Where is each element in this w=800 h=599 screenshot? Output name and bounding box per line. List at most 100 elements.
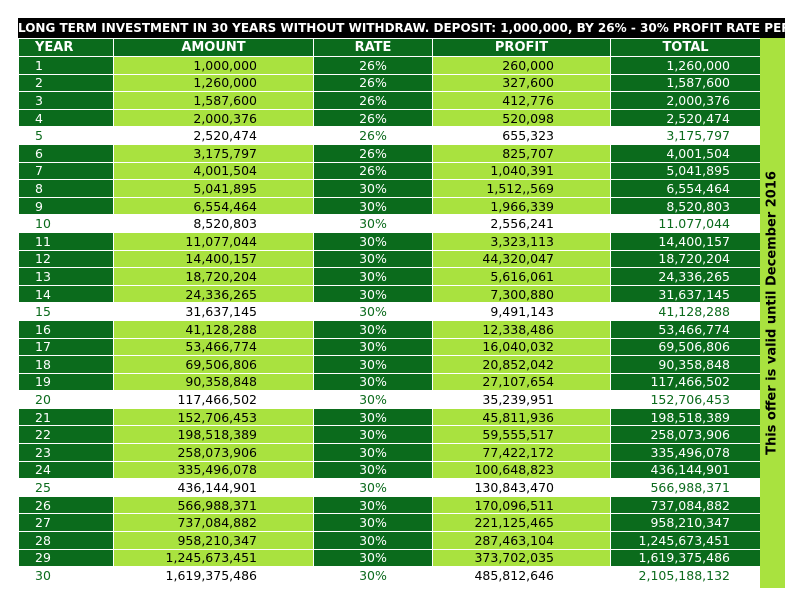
table-cell: 30% <box>313 407 433 427</box>
table-cell: 17 <box>18 337 114 357</box>
table-cell: 18 <box>18 355 114 374</box>
table-cell: 41,128,288 <box>610 302 761 321</box>
table-cell: 2 <box>18 73 114 93</box>
table-cell: 11,077,044 <box>113 231 314 251</box>
table-cell: 30% <box>313 231 433 251</box>
table-cell: 31,637,145 <box>113 302 314 321</box>
investment-table: YEAR AMOUNT RATE PROFIT TOTAL 1 1,000,000 26% 2… <box>18 38 761 585</box>
table-cell: 24 <box>18 460 114 480</box>
table-cell: 30% <box>313 478 433 497</box>
table-cell: 655,323 <box>432 126 611 145</box>
table-cell: 30% <box>313 214 433 233</box>
table-cell: 436,144,901 <box>113 478 314 497</box>
table-cell: 117,466,502 <box>610 372 761 392</box>
table-cell: 30% <box>313 249 433 269</box>
table-cell: 35,239,951 <box>432 390 611 409</box>
table-row: 17 53,466,774 30% 16,040,032 69,506,806 <box>18 337 761 357</box>
table-cell: 30% <box>313 179 433 198</box>
table-cell: 26% <box>313 161 433 181</box>
table-cell: 1,966,339 <box>432 196 611 216</box>
table-cell: 4,001,504 <box>113 161 314 181</box>
table-cell: 31,637,145 <box>610 284 761 304</box>
table-cell: 2,520,474 <box>610 108 761 128</box>
table-row: 11 11,077,044 30% 3,323,113 14,400,157 <box>18 231 761 251</box>
side-note: This offer is valid until December 2016 <box>764 171 780 455</box>
table-cell: 825,707 <box>432 143 611 163</box>
table-cell: 100,648,823 <box>432 460 611 480</box>
table-cell: 3,175,797 <box>610 126 761 145</box>
table-cell: 26% <box>313 56 433 75</box>
table-cell: 11.077,044 <box>610 214 761 233</box>
table-cell: 23 <box>18 443 114 462</box>
table-row: 22 198,518,389 30% 59,555,517 258,073,906 <box>18 425 761 445</box>
table-cell: 30% <box>313 337 433 357</box>
table-cell: 12,338,486 <box>432 319 611 339</box>
table-row: 5 2,520,474 26% 655,323 3,175,797 <box>18 126 761 145</box>
table-cell: 5,041,895 <box>113 179 314 198</box>
table-cell: 1,245,673,451 <box>610 531 761 550</box>
table-cell: 4,001,504 <box>610 143 761 163</box>
table-row: 13 18,720,204 30% 5,616,061 24,336,265 <box>18 267 761 286</box>
table-cell: 26% <box>313 143 433 163</box>
table-cell: 1,512,,569 <box>432 179 611 198</box>
table-cell: 69,506,806 <box>610 337 761 357</box>
table-cell: 5,041,895 <box>610 161 761 181</box>
table-cell: 19 <box>18 372 114 392</box>
table-cell: 1,619,375,486 <box>113 566 314 585</box>
column-header: YEAR <box>18 38 114 57</box>
table-row: 18 69,506,806 30% 20,852,042 90,358,848 <box>18 355 761 374</box>
table-row: 25 436,144,901 30% 130,843,470 566,988,371 <box>18 478 761 497</box>
table-cell: 69,506,806 <box>113 355 314 374</box>
table-cell: 27 <box>18 513 114 533</box>
table-cell: 53,466,774 <box>610 319 761 339</box>
table-row: 15 31,637,145 30% 9,491,143 41,128,288 <box>18 302 761 321</box>
table-cell: 30% <box>313 460 433 480</box>
table-cell: 30% <box>313 443 433 462</box>
table-cell: 30% <box>313 566 433 585</box>
table-row: 12 14,400,157 30% 44,320,047 18,720,204 <box>18 249 761 269</box>
table-cell: 1,260,000 <box>610 56 761 75</box>
table-cell: 30% <box>313 302 433 321</box>
table-row: 28 958,210,347 30% 287,463,104 1,245,673,451 <box>18 531 761 550</box>
table-cell: 30% <box>313 267 433 286</box>
table-cell: 566,988,371 <box>610 478 761 497</box>
table-cell: 14 <box>18 284 114 304</box>
table-cell: 26% <box>313 91 433 110</box>
table-cell: 412,776 <box>432 91 611 110</box>
table-cell: 90,358,848 <box>113 372 314 392</box>
table-body: 1 1,000,000 26% 260,000 1,260,000 2 1,260,000 2… <box>18 56 761 585</box>
table-cell: 14,400,157 <box>113 249 314 269</box>
table-cell: 1,000,000 <box>113 56 314 75</box>
table-cell: 41,128,288 <box>113 319 314 339</box>
table-row: 24 335,496,078 30% 100,648,823 436,144,901 <box>18 460 761 480</box>
table-cell: 7,300,880 <box>432 284 611 304</box>
table-cell: 6,554,464 <box>113 196 314 216</box>
table-cell: 30% <box>313 390 433 409</box>
table-cell: 436,144,901 <box>610 460 761 480</box>
column-header: RATE <box>313 38 433 57</box>
table-row: 8 5,041,895 30% 1,512,,569 6,554,464 <box>18 179 761 198</box>
table-cell: 1,245,673,451 <box>113 548 314 568</box>
table-cell: 1,587,600 <box>610 73 761 93</box>
table-cell: 198,518,389 <box>113 425 314 445</box>
table-cell: 8,520,803 <box>113 214 314 233</box>
table-cell: 45,811,936 <box>432 407 611 427</box>
table-cell: 1,587,600 <box>113 91 314 110</box>
table-cell: 5,616,061 <box>432 267 611 286</box>
table-cell: 8 <box>18 179 114 198</box>
table-cell: 26% <box>313 73 433 93</box>
table-cell: 26 <box>18 495 114 515</box>
table-cell: 16,040,032 <box>432 337 611 357</box>
table-cell: 2,000,376 <box>610 91 761 110</box>
table-cell: 24,336,265 <box>610 267 761 286</box>
table-cell: 2,105,188,132 <box>610 566 761 585</box>
table-cell: 1,619,375,486 <box>610 548 761 568</box>
column-header: TOTAL <box>610 38 761 57</box>
table-cell: 152,706,453 <box>610 390 761 409</box>
table-row: 2 1,260,000 26% 327,600 1,587,600 <box>18 73 761 93</box>
table-cell: 198,518,389 <box>610 407 761 427</box>
table-cell: 737,084,882 <box>610 495 761 515</box>
table-cell: 44,320,047 <box>432 249 611 269</box>
investment-sheet: LONG TERM INVESTMENT IN 30 YEARS WITHOUT… <box>18 18 800 588</box>
